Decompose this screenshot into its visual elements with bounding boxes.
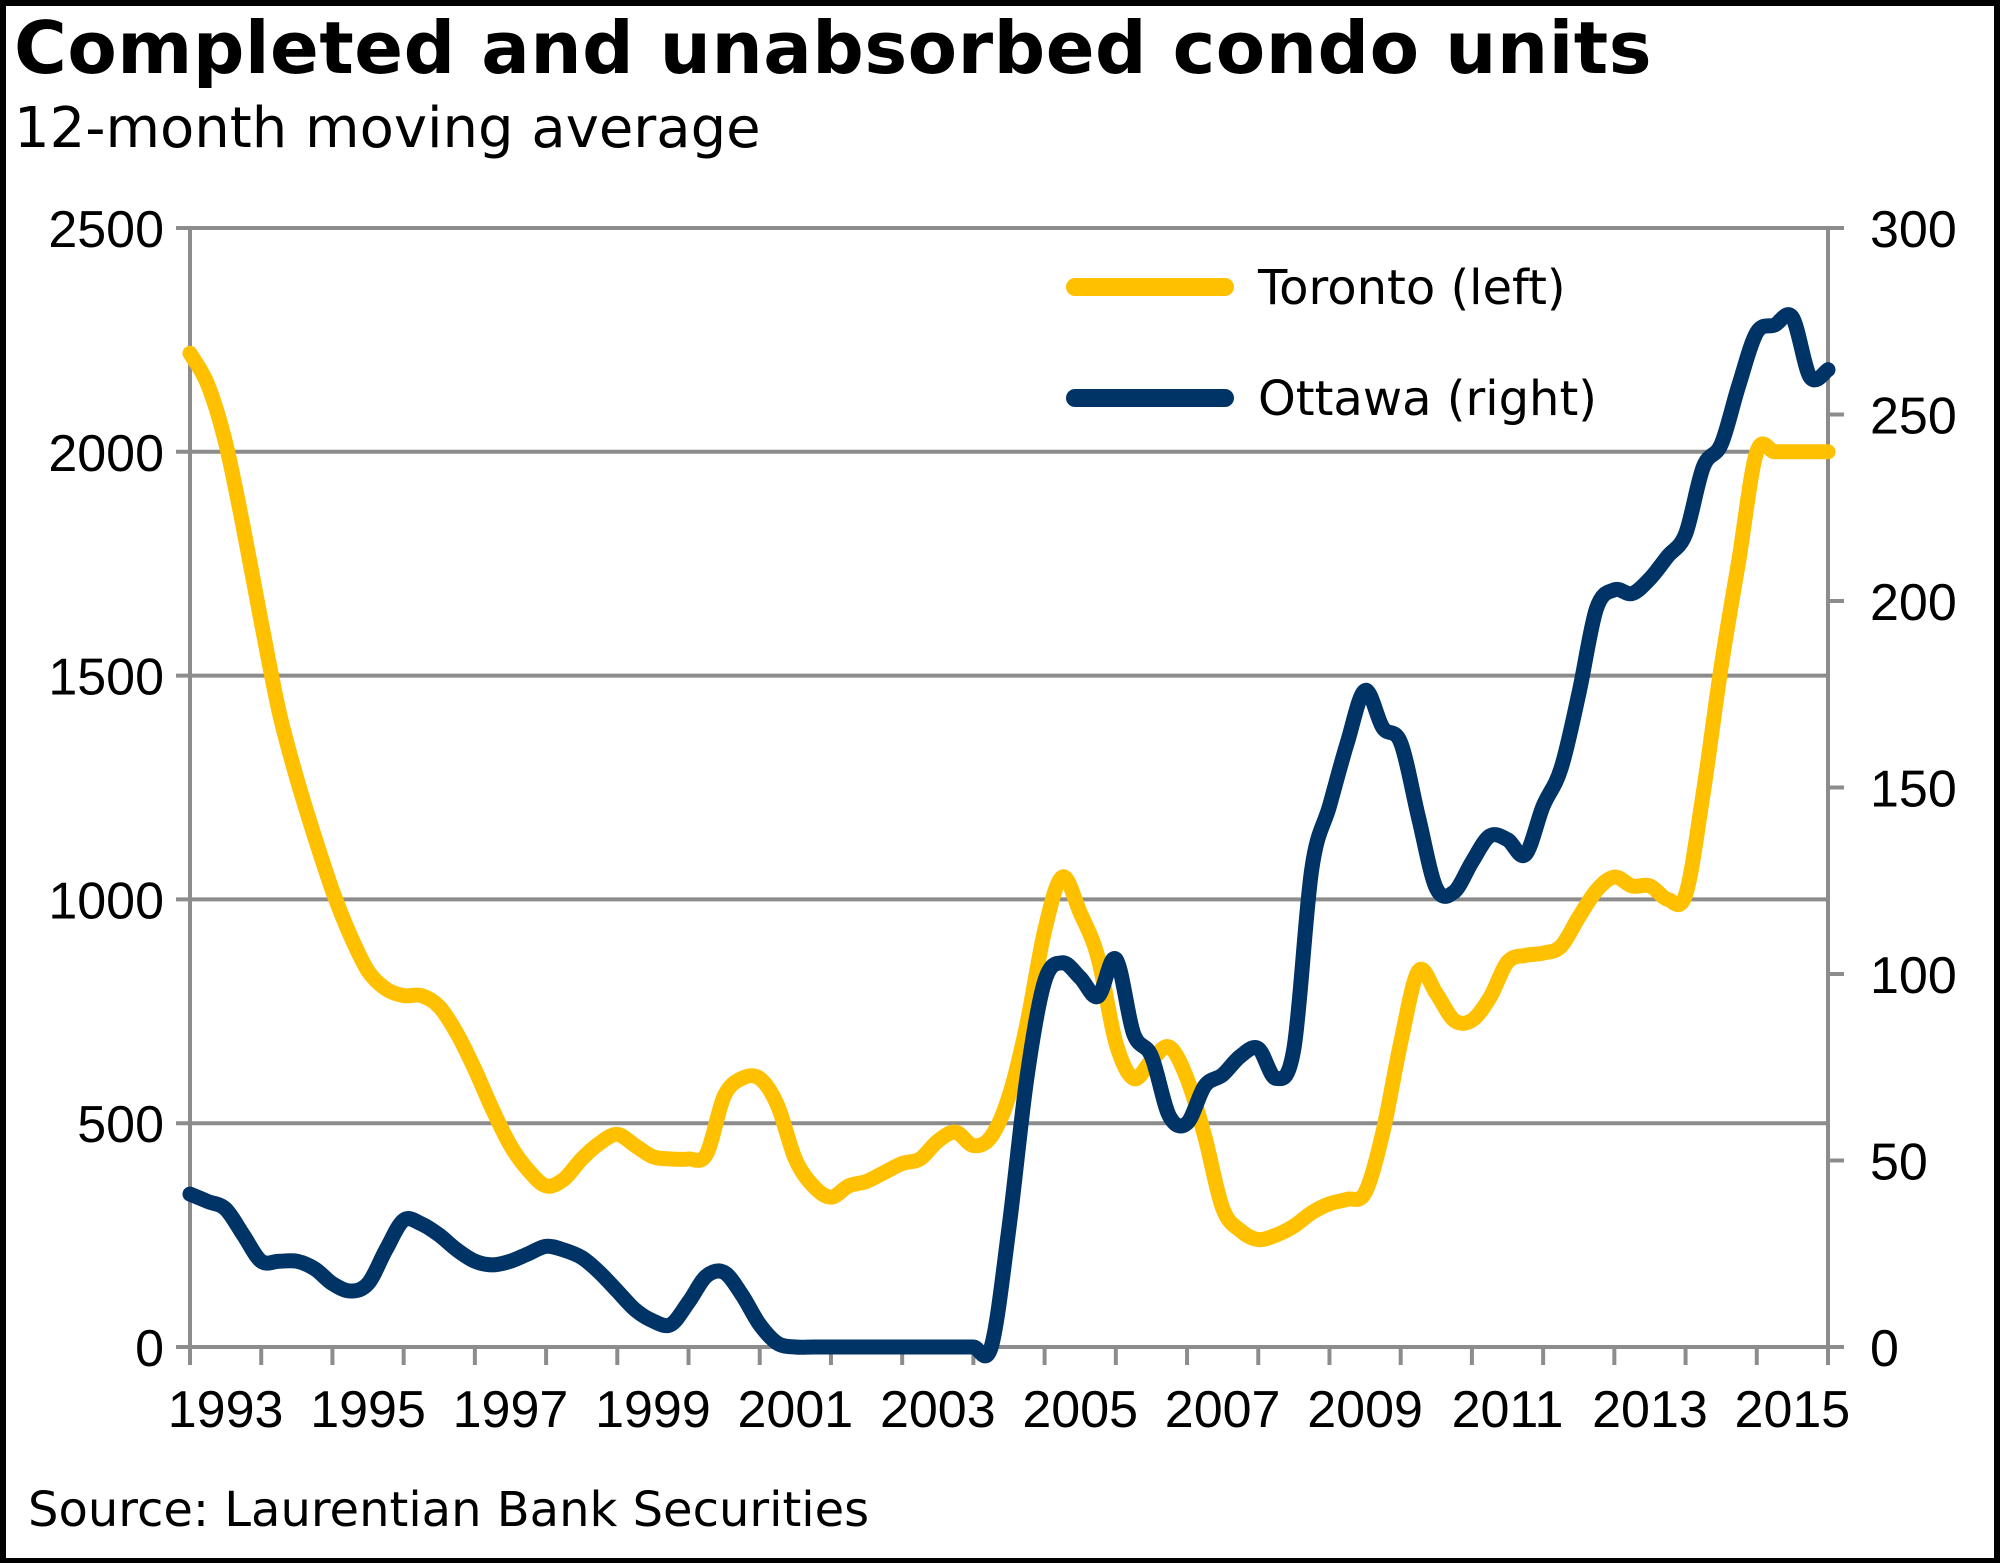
- legend-label-ottawa: Ottawa (right): [1258, 371, 1597, 427]
- left-tick-label: 1500: [48, 649, 164, 707]
- left-tick-label: 500: [77, 1096, 164, 1154]
- x-axis-tick-labels: 1993 1995 1997 1999 2001 2003 2005 2007 2009 2011…: [168, 1381, 1850, 1439]
- x-tick-label: 2015: [1735, 1381, 1851, 1439]
- chart-title: Completed and unabsorbed condo units: [14, 6, 1653, 90]
- right-tick-label: 300: [1870, 201, 1957, 259]
- left-axis-tick-labels: 0 500 1000 1500 2000 2500: [48, 201, 164, 1378]
- x-tick-label: 1995: [310, 1381, 426, 1439]
- chart-subtitle: 12-month moving average: [14, 96, 761, 161]
- right-tick-label: 100: [1870, 947, 1957, 1005]
- x-tick-label: 2007: [1165, 1381, 1281, 1439]
- x-tick-label: 1997: [453, 1381, 569, 1439]
- x-tick-label: 2001: [738, 1381, 854, 1439]
- right-tick-label: 250: [1870, 388, 1957, 446]
- x-tick-label: 2011: [1452, 1381, 1564, 1439]
- x-tick-label: 2013: [1592, 1381, 1708, 1439]
- left-tick-label: 1000: [48, 872, 164, 930]
- series-lines: [182, 307, 1836, 1364]
- legend-label-toronto: Toronto (left): [1257, 260, 1566, 316]
- right-tick-label: 200: [1870, 574, 1957, 632]
- x-tick-label: 1999: [595, 1381, 711, 1439]
- left-tick-label: 2500: [48, 201, 164, 259]
- x-tick-label: 1993: [168, 1381, 284, 1439]
- series-line-toronto: [182, 345, 1836, 1248]
- left-tick-label: 2000: [48, 425, 164, 483]
- right-tick-label: 0: [1870, 1320, 1899, 1378]
- right-tick-label: 50: [1870, 1134, 1928, 1192]
- legend: Toronto (left) Ottawa (right): [1066, 260, 1597, 427]
- source-note: Source: Laurentian Bank Securities: [28, 1482, 870, 1538]
- right-axis-tick-labels: 0 50 100 150 200 250 300: [1870, 201, 1957, 1378]
- right-tick-label: 150: [1870, 761, 1957, 819]
- axes: [188, 226, 1844, 1365]
- x-tick-label: 2003: [880, 1381, 996, 1439]
- x-tick-label: 2009: [1307, 1381, 1423, 1439]
- x-tick-label: 2005: [1022, 1381, 1138, 1439]
- series-line-ottawa: [182, 307, 1836, 1364]
- left-tick-label: 0: [135, 1320, 164, 1378]
